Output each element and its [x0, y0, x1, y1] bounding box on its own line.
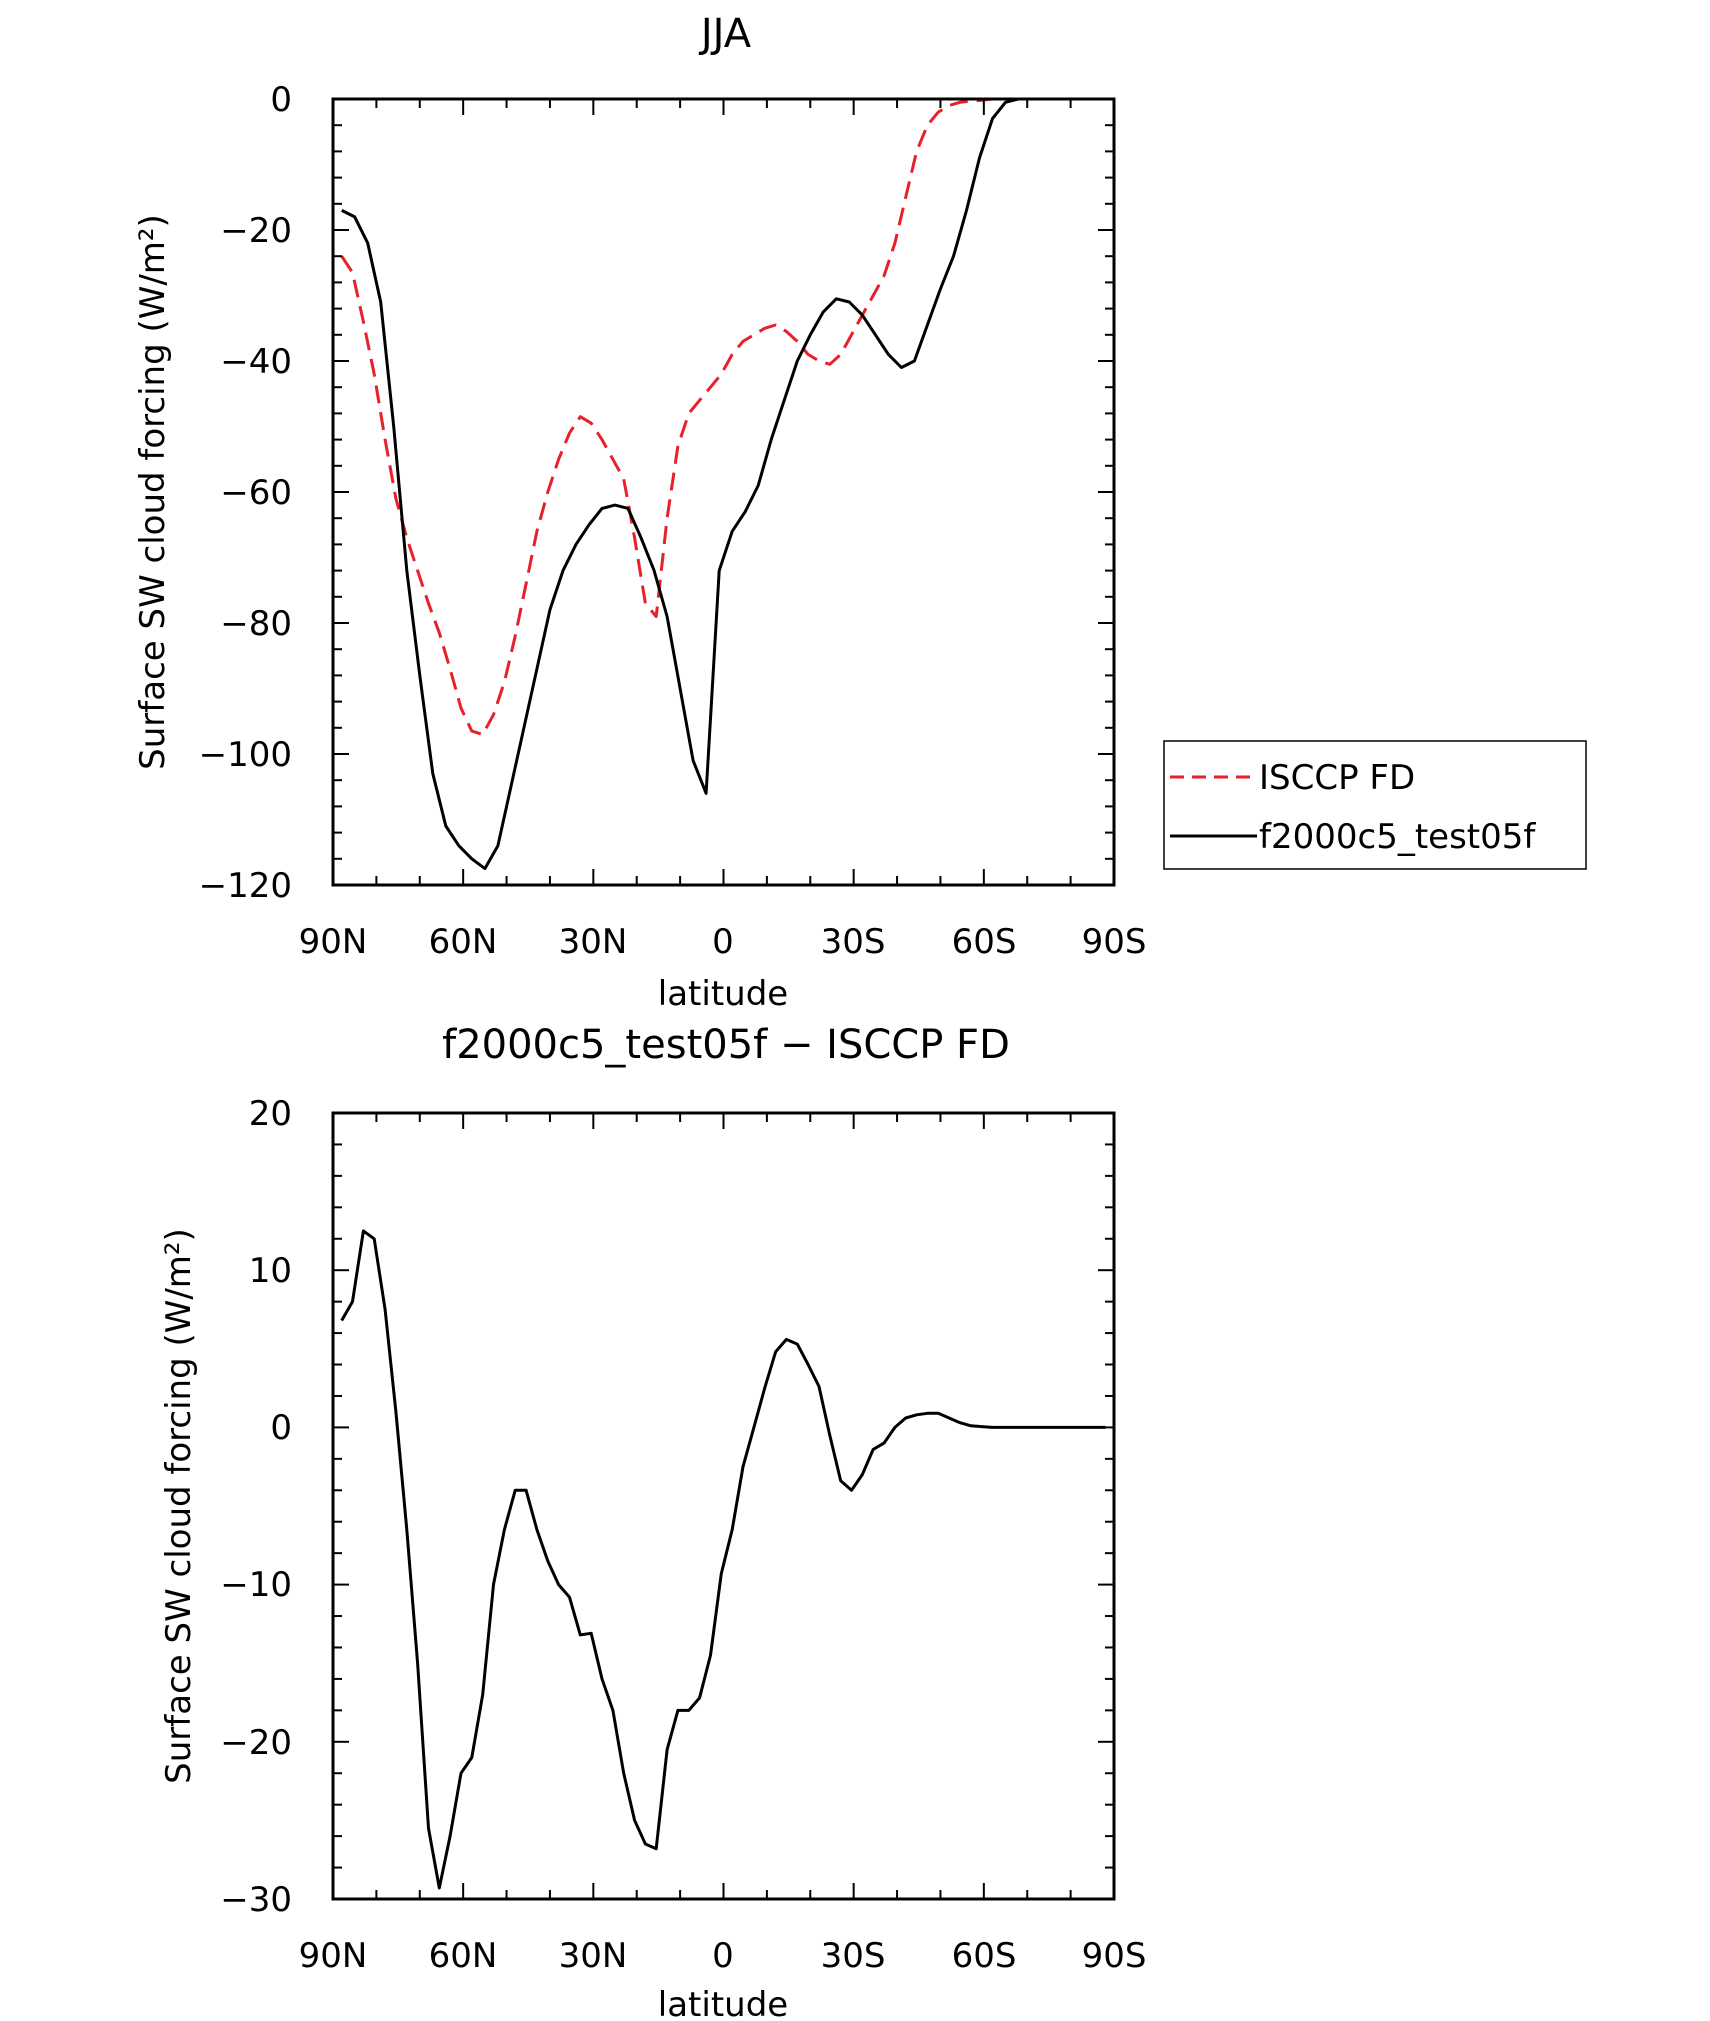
- bottom-y-tick-label-minus20: −20: [220, 1723, 292, 1763]
- top-y-tick-label-minus120: −120: [199, 866, 292, 906]
- top-chart-ticks: [332, 98, 1115, 886]
- bottom-x-tick-label-60s: 60S: [952, 1936, 1017, 1976]
- legend-box: [1163, 740, 1587, 870]
- bottom-y-tick-label-20: 20: [249, 1094, 292, 1134]
- top-x-tick-label-0: 0: [712, 922, 734, 962]
- bottom-x-tick-label-90n: 90N: [299, 1936, 368, 1976]
- top-x-tick-label-90n: 90N: [299, 922, 368, 962]
- bottom-x-tick-label-60n: 60N: [429, 1936, 498, 1976]
- bottom-y-tick-label-10: 10: [249, 1251, 292, 1291]
- top-x-axis-label: latitude: [658, 974, 788, 1014]
- bottom-x-tick-label-0: 0: [712, 1936, 734, 1976]
- top-y-tick-label-0: 0: [270, 80, 292, 120]
- top-chart: JJA 90N 60N 30N 0 30S 60S 90S 0 −20 −40 …: [133, 11, 1587, 1014]
- top-series-line-isccp-fd: [340, 97, 1106, 736]
- bottom-y-axis-label: Surface SW cloud forcing (W/m²): [159, 1228, 199, 1784]
- legend-label-f2000c5-test05f: f2000c5_test05f: [1259, 817, 1536, 857]
- legend: ISCCP FD f2000c5_test05f: [1163, 740, 1587, 870]
- top-y-axis-label: Surface SW cloud forcing (W/m²): [133, 214, 173, 770]
- bottom-x-axis-label: latitude: [658, 1985, 788, 2021]
- bottom-chart: f2000c5_test05f − ISCCP FD 90N 60N 30N 0…: [159, 1022, 1146, 2021]
- top-x-tick-label-30n: 30N: [559, 922, 628, 962]
- top-y-tick-label-minus60: −60: [220, 473, 292, 513]
- bottom-y-tick-label-0: 0: [270, 1408, 292, 1448]
- bottom-y-tick-label-minus30: −30: [220, 1880, 292, 1920]
- top-chart-title: JJA: [698, 11, 752, 57]
- top-series-line-f2000c5-test05f: [341, 97, 1106, 871]
- top-x-tick-label-90s: 90S: [1082, 922, 1147, 962]
- bottom-x-tick-label-30n: 30N: [559, 1936, 628, 1976]
- bottom-plot-frame: [331, 1111, 1116, 1901]
- bottom-chart-title: f2000c5_test05f − ISCCP FD: [442, 1022, 1010, 1068]
- top-plot-frame: [331, 97, 1116, 887]
- top-x-tick-label-60s: 60S: [952, 922, 1017, 962]
- bottom-chart-series-layer: [340, 1229, 1106, 1890]
- bottom-x-tick-label-90s: 90S: [1082, 1936, 1147, 1976]
- top-y-tick-label-minus100: −100: [199, 735, 292, 775]
- top-y-tick-label-minus80: −80: [220, 604, 292, 644]
- bottom-x-tick-label-30s: 30S: [821, 1936, 886, 1976]
- top-chart-series-layer: [340, 97, 1106, 871]
- bottom-chart-ticks: [332, 1112, 1115, 1900]
- top-y-tick-label-minus40: −40: [220, 342, 292, 382]
- bottom-y-tick-label-minus10: −10: [220, 1565, 292, 1605]
- legend-label-isccp-fd: ISCCP FD: [1259, 758, 1415, 798]
- top-x-tick-label-60n: 60N: [429, 922, 498, 962]
- bottom-series-line-f2000c5-test05f-isccp-fd: [340, 1229, 1106, 1890]
- top-x-tick-label-30s: 30S: [821, 922, 886, 962]
- top-y-tick-label-minus20: −20: [220, 211, 292, 251]
